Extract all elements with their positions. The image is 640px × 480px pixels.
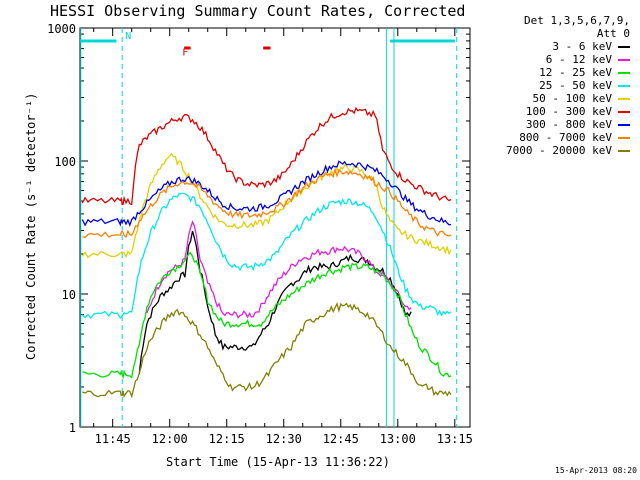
legend-entry-label: 300 - 800 keV — [525, 118, 612, 131]
legend-entry: 3 - 6 keV — [475, 40, 640, 53]
legend-entry: 12 - 25 keV — [475, 66, 640, 79]
series-line-1 — [146, 220, 412, 320]
legend-entry: 6 - 12 keV — [475, 53, 640, 66]
legend-swatch — [618, 71, 630, 74]
chart-title: HESSI Observing Summary Count Rates, Cor… — [50, 2, 466, 20]
legend-entry-label: 100 - 300 keV — [525, 105, 612, 118]
legend-swatch — [618, 136, 630, 139]
y-tick-label: 10 — [62, 288, 76, 302]
legend-swatch — [618, 149, 630, 152]
legend-swatch — [618, 123, 630, 126]
legend-swatch — [618, 45, 630, 48]
legend: Det 1,3,5,6,7,9, Att 0 3 - 6 keV 6 - 12 k… — [475, 14, 640, 157]
legend-entry: 7000 - 20000 keV — [475, 144, 640, 157]
legend-entry-label: 6 - 12 keV — [545, 53, 612, 66]
legend-entry-label: 25 - 50 keV — [539, 79, 612, 92]
legend-swatch — [618, 84, 630, 87]
series-line-4 — [81, 152, 452, 259]
legend-swatch — [618, 58, 630, 61]
x-tick-label: 13:15 — [437, 432, 473, 446]
legend-entry-label: 3 - 6 keV — [552, 40, 612, 53]
legend-entry-label: 800 - 7000 keV — [519, 131, 612, 144]
legend-swatch — [618, 110, 630, 113]
x-tick-label: 12:30 — [266, 432, 302, 446]
legend-entry: 100 - 300 keV — [475, 105, 640, 118]
legend-entries: 3 - 6 keV 6 - 12 keV 12 - 25 keV 25 - 50 ke… — [475, 40, 640, 157]
plot-frame — [79, 27, 471, 428]
y-tick-label: 1 — [69, 421, 76, 435]
y-tick-label: 100 — [54, 155, 76, 169]
annotation-n: N — [125, 31, 131, 42]
series-line-3 — [81, 192, 452, 320]
series-line-0 — [138, 230, 412, 375]
legend-entry-label: 12 - 25 keV — [539, 66, 612, 79]
legend-detector-header: Det 1,3,5,6,7,9, — [524, 14, 630, 27]
legend-entry: 50 - 100 keV — [475, 92, 640, 105]
series-line-2 — [82, 252, 452, 380]
series-line-7 — [82, 167, 452, 239]
legend-entry: 800 - 7000 keV — [475, 131, 640, 144]
y-tick-label: 1000 — [47, 22, 76, 36]
date-stamp: 15-Apr-2013 08:20 — [555, 466, 637, 475]
annotation-f: F — [182, 48, 188, 59]
legend-attenuator-header: Att 0 — [596, 27, 630, 40]
series-line-5 — [81, 106, 452, 206]
legend-entry-label: 50 - 100 keV — [532, 92, 612, 105]
x-tick-label: 12:00 — [152, 432, 188, 446]
series-line-8 — [82, 302, 452, 399]
legend-entry: 300 - 800 keV — [475, 118, 640, 131]
x-tick-label: 11:45 — [95, 432, 131, 446]
x-axis-label: Start Time (15-Apr-13 11:36:22) — [166, 455, 390, 469]
x-tick-label: 13:00 — [380, 432, 416, 446]
legend-entry: 25 - 50 keV — [475, 79, 640, 92]
legend-entry-label: 7000 - 20000 keV — [506, 144, 612, 157]
y-axis-label: Corrected Count Rate (s⁻¹ detector⁻¹) — [24, 92, 38, 360]
x-tick-label: 12:45 — [323, 432, 359, 446]
series-line-6 — [81, 160, 452, 227]
x-tick-label: 12:15 — [209, 432, 245, 446]
legend-swatch — [618, 97, 630, 100]
